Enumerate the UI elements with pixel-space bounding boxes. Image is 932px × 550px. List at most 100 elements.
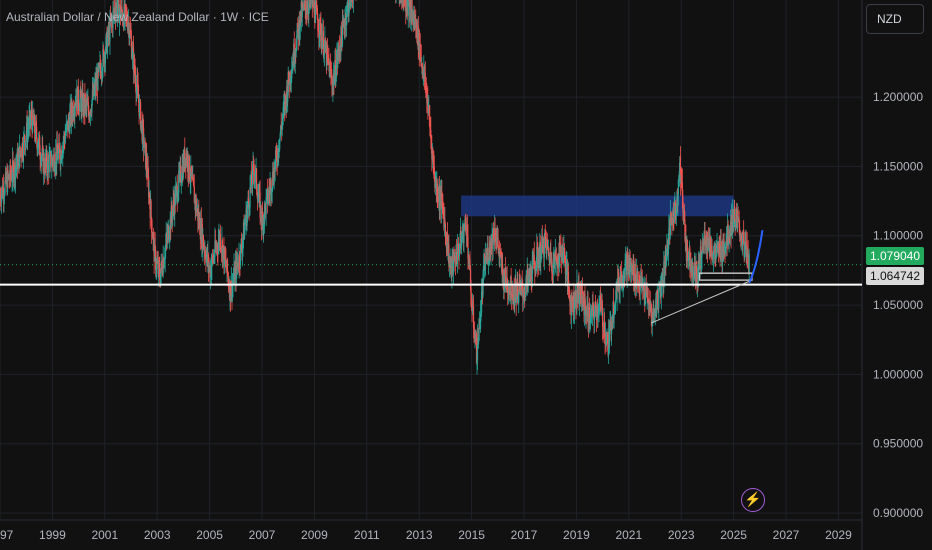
candle-body bbox=[91, 100, 93, 113]
candle-body bbox=[25, 135, 27, 141]
currency-button[interactable]: NZD bbox=[866, 4, 924, 34]
candle-body bbox=[163, 261, 165, 267]
candle-body bbox=[701, 242, 704, 252]
candle-body bbox=[56, 143, 58, 165]
candle-body bbox=[328, 61, 330, 65]
candle-body bbox=[340, 27, 342, 54]
candle-body bbox=[447, 253, 449, 255]
candle-body bbox=[321, 41, 323, 49]
candle-body bbox=[681, 182, 683, 197]
candle-body bbox=[275, 150, 277, 155]
candle-body bbox=[178, 171, 180, 193]
candle-body bbox=[343, 21, 345, 27]
candle-body bbox=[24, 135, 26, 143]
candle-body bbox=[715, 252, 718, 254]
candle-body bbox=[187, 155, 189, 172]
candle-body bbox=[131, 56, 133, 58]
candle-body bbox=[285, 95, 287, 99]
candle-body bbox=[88, 116, 90, 120]
candle-body bbox=[60, 149, 62, 160]
candle-body bbox=[80, 90, 82, 99]
candle-body bbox=[463, 229, 465, 243]
candle-body bbox=[230, 295, 232, 302]
candle-body bbox=[329, 64, 331, 78]
candle-body bbox=[703, 235, 705, 245]
candle-body bbox=[31, 112, 33, 120]
candle-body bbox=[316, 8, 318, 20]
candle-body bbox=[184, 149, 186, 167]
candle-body bbox=[246, 211, 248, 227]
candle-body bbox=[109, 18, 111, 42]
candle-body bbox=[635, 285, 637, 289]
candle-body bbox=[600, 302, 602, 310]
y-tick-label: 1.050000 bbox=[873, 298, 923, 312]
candle-body bbox=[465, 224, 467, 233]
candle-body bbox=[291, 69, 293, 79]
candle-body bbox=[410, 4, 412, 20]
x-tick-label: 2011 bbox=[354, 528, 380, 542]
candle-body bbox=[295, 49, 297, 52]
candle-body bbox=[456, 244, 459, 265]
candle-body bbox=[260, 205, 262, 221]
candle-body bbox=[540, 246, 542, 260]
candle-body bbox=[192, 176, 194, 183]
candle-body bbox=[21, 143, 24, 155]
candle-body bbox=[647, 295, 649, 302]
candle-body bbox=[684, 219, 686, 241]
candle-body bbox=[334, 59, 337, 82]
candle-body bbox=[236, 258, 238, 265]
candle-body bbox=[160, 273, 162, 285]
candle-body bbox=[533, 254, 535, 263]
candle-body bbox=[728, 234, 730, 243]
candle-body bbox=[565, 271, 567, 275]
candle-body bbox=[175, 189, 177, 205]
candle-body bbox=[164, 259, 166, 262]
candle-body bbox=[69, 113, 71, 133]
candle-body bbox=[706, 231, 708, 246]
candle-body bbox=[315, 2, 317, 8]
candle-body bbox=[538, 255, 540, 266]
y-tick-label: 1.200000 bbox=[873, 90, 923, 104]
projection-curve bbox=[748, 230, 764, 284]
candle-body bbox=[585, 314, 587, 317]
candle-body bbox=[248, 207, 251, 209]
candle-body bbox=[724, 246, 727, 254]
candle-body bbox=[129, 30, 132, 35]
candle-body bbox=[581, 285, 583, 291]
candle-body bbox=[647, 301, 649, 304]
candle-body bbox=[489, 241, 491, 253]
y-tick-label: 1.100000 bbox=[873, 229, 923, 243]
candle-body bbox=[683, 209, 686, 220]
candle-body bbox=[203, 246, 205, 252]
candle-body bbox=[429, 116, 431, 128]
candle-body bbox=[39, 136, 41, 156]
candle-body bbox=[11, 178, 13, 181]
candle-body bbox=[716, 244, 718, 253]
lightning-bolt-icon[interactable]: ⚡ bbox=[741, 488, 765, 512]
candle-body bbox=[630, 267, 632, 272]
candle-body bbox=[327, 55, 329, 62]
candle-body bbox=[14, 168, 17, 180]
candle-body bbox=[409, 1, 411, 22]
candle-body bbox=[714, 247, 716, 255]
candle-body bbox=[536, 246, 538, 250]
x-tick-label: 2009 bbox=[301, 528, 328, 542]
candle-body bbox=[546, 240, 548, 243]
candle-body bbox=[636, 271, 638, 282]
candle-body bbox=[176, 185, 178, 202]
candle-body bbox=[294, 60, 296, 63]
candle-body bbox=[48, 155, 50, 172]
candle-body bbox=[84, 100, 86, 112]
candle-body bbox=[668, 228, 670, 245]
candle-body bbox=[654, 316, 656, 320]
candle-body bbox=[424, 73, 426, 88]
candle-body bbox=[598, 301, 601, 305]
candle-body bbox=[578, 300, 581, 304]
candle-body bbox=[634, 263, 636, 286]
candle-body bbox=[266, 192, 268, 198]
candle-body bbox=[442, 200, 444, 209]
candle-body bbox=[308, 2, 310, 14]
candle-body bbox=[747, 250, 749, 268]
candle-body bbox=[582, 298, 585, 305]
